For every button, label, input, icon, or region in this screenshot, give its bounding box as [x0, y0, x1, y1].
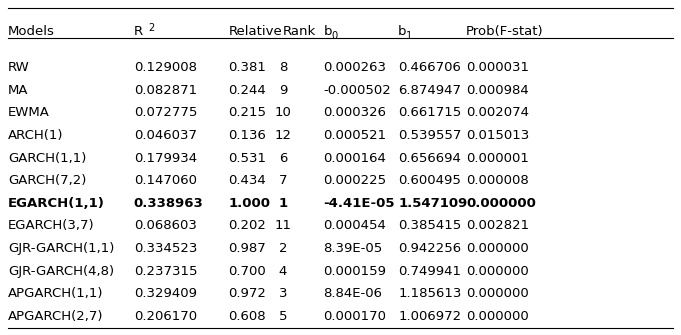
Text: 0.015013: 0.015013	[466, 129, 529, 142]
Text: Prob(F-stat): Prob(F-stat)	[466, 25, 543, 38]
Text: 0.206170: 0.206170	[133, 310, 197, 323]
Text: 0.987: 0.987	[229, 242, 266, 255]
Text: 0.147060: 0.147060	[133, 174, 197, 187]
Text: ARCH(1): ARCH(1)	[8, 129, 63, 142]
Text: 1.006972: 1.006972	[398, 310, 461, 323]
Text: 0.466706: 0.466706	[398, 61, 461, 74]
Text: 0.000000: 0.000000	[466, 197, 536, 210]
Text: 12: 12	[274, 129, 291, 142]
Text: 0.002074: 0.002074	[466, 107, 529, 119]
Text: 9: 9	[279, 84, 287, 97]
Text: R: R	[133, 25, 143, 38]
Text: 0.381: 0.381	[229, 61, 266, 74]
Text: 0.385415: 0.385415	[398, 219, 462, 232]
Text: 1.185613: 1.185613	[398, 287, 462, 300]
Text: 0.000159: 0.000159	[323, 265, 387, 277]
Text: b: b	[398, 25, 407, 38]
Text: 0.000263: 0.000263	[323, 61, 387, 74]
Text: 0.136: 0.136	[229, 129, 266, 142]
Text: APGARCH(2,7): APGARCH(2,7)	[8, 310, 104, 323]
Text: -0.000502: -0.000502	[323, 84, 392, 97]
Text: EWMA: EWMA	[8, 107, 50, 119]
Text: 0.000225: 0.000225	[323, 174, 387, 187]
Text: 0.539557: 0.539557	[398, 129, 462, 142]
Text: 0.002821: 0.002821	[466, 219, 529, 232]
Text: 0.068603: 0.068603	[133, 219, 197, 232]
Text: 0.000000: 0.000000	[466, 265, 528, 277]
Text: 10: 10	[274, 107, 291, 119]
Text: 0.129008: 0.129008	[133, 61, 197, 74]
Text: 0.000031: 0.000031	[466, 61, 529, 74]
Text: 0.000984: 0.000984	[466, 84, 528, 97]
Text: 0.000000: 0.000000	[466, 287, 528, 300]
Text: 1: 1	[279, 197, 287, 210]
Text: 0.000326: 0.000326	[323, 107, 387, 119]
Text: 6.874947: 6.874947	[398, 84, 461, 97]
Text: 0.600495: 0.600495	[398, 174, 461, 187]
Text: 0.000001: 0.000001	[466, 151, 529, 164]
Text: Models: Models	[8, 25, 55, 38]
Text: 0.972: 0.972	[229, 287, 266, 300]
Text: RW: RW	[8, 61, 30, 74]
Text: 0.329409: 0.329409	[133, 287, 197, 300]
Text: 0.531: 0.531	[229, 151, 266, 164]
Text: 0.000000: 0.000000	[466, 310, 528, 323]
Text: 1.000: 1.000	[229, 197, 270, 210]
Text: 0: 0	[332, 31, 338, 41]
Text: EGARCH(1,1): EGARCH(1,1)	[8, 197, 105, 210]
Text: 7: 7	[279, 174, 287, 187]
Text: 2: 2	[279, 242, 287, 255]
Text: 0.202: 0.202	[229, 219, 266, 232]
Text: EGARCH(3,7): EGARCH(3,7)	[8, 219, 95, 232]
Text: 0.700: 0.700	[229, 265, 266, 277]
Text: 0.000170: 0.000170	[323, 310, 387, 323]
Text: 0.661715: 0.661715	[398, 107, 462, 119]
Text: 0.608: 0.608	[229, 310, 266, 323]
Text: 0.082871: 0.082871	[133, 84, 197, 97]
Text: 0.244: 0.244	[229, 84, 266, 97]
Text: 0.434: 0.434	[229, 174, 266, 187]
Text: 1.547109: 1.547109	[398, 197, 467, 210]
Text: -4.41E-05: -4.41E-05	[323, 197, 395, 210]
Text: 1: 1	[407, 31, 413, 41]
Text: 6: 6	[279, 151, 287, 164]
Text: 0.000164: 0.000164	[323, 151, 386, 164]
Text: 0.000454: 0.000454	[323, 219, 386, 232]
Text: 0.334523: 0.334523	[133, 242, 197, 255]
Text: APGARCH(1,1): APGARCH(1,1)	[8, 287, 104, 300]
Text: Relative: Relative	[229, 25, 283, 38]
Text: 0.179934: 0.179934	[133, 151, 197, 164]
Text: 8.39E-05: 8.39E-05	[323, 242, 383, 255]
Text: 0.942256: 0.942256	[398, 242, 461, 255]
Text: GJR-GARCH(1,1): GJR-GARCH(1,1)	[8, 242, 114, 255]
Text: GJR-GARCH(4,8): GJR-GARCH(4,8)	[8, 265, 114, 277]
Text: 2: 2	[148, 23, 155, 33]
Text: 0.072775: 0.072775	[133, 107, 197, 119]
Text: MA: MA	[8, 84, 29, 97]
Text: 0.000008: 0.000008	[466, 174, 528, 187]
Text: 8.84E-06: 8.84E-06	[323, 287, 383, 300]
Text: 0.656694: 0.656694	[398, 151, 461, 164]
Text: GARCH(7,2): GARCH(7,2)	[8, 174, 86, 187]
Text: 11: 11	[274, 219, 291, 232]
Text: 0.338963: 0.338963	[133, 197, 204, 210]
Text: 5: 5	[279, 310, 287, 323]
Text: GARCH(1,1): GARCH(1,1)	[8, 151, 86, 164]
Text: 0.046037: 0.046037	[133, 129, 197, 142]
Text: 0.000521: 0.000521	[323, 129, 387, 142]
Text: 8: 8	[279, 61, 287, 74]
Text: 0.237315: 0.237315	[133, 265, 197, 277]
Text: Rank: Rank	[283, 25, 316, 38]
Text: 0.000000: 0.000000	[466, 242, 528, 255]
Text: 0.749941: 0.749941	[398, 265, 461, 277]
Text: 0.215: 0.215	[229, 107, 266, 119]
Text: 4: 4	[279, 265, 287, 277]
Text: 3: 3	[279, 287, 287, 300]
Text: b: b	[323, 25, 332, 38]
